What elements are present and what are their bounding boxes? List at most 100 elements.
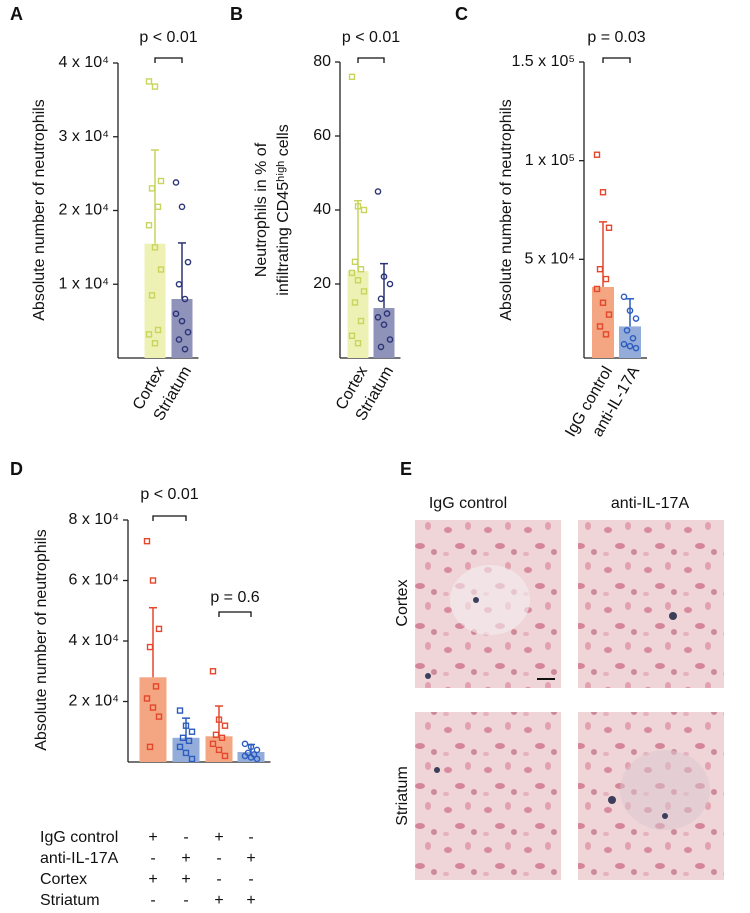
p-value: p < 0.01	[342, 29, 400, 46]
data-point	[154, 203, 162, 211]
significance-bracket	[602, 57, 631, 63]
data-point	[593, 151, 601, 158]
data-point	[599, 299, 607, 306]
stained-cell	[669, 612, 677, 620]
data-point	[175, 280, 183, 288]
y-axis-label: infiltrating CD45ʰⁱᵍʰ cells	[275, 124, 292, 295]
data-point	[143, 695, 151, 702]
data-point	[145, 331, 153, 338]
data-point	[145, 78, 153, 85]
y-axis-label: Absolute number of neutrophils	[33, 529, 50, 750]
stained-cell	[425, 673, 431, 679]
tissue-region	[450, 565, 530, 635]
data-point	[386, 280, 394, 288]
data-point	[247, 754, 255, 761]
data-point	[212, 731, 220, 738]
design-mark: +	[148, 829, 157, 846]
bar	[592, 286, 614, 358]
design-mark: -	[150, 892, 155, 909]
data-point	[149, 704, 157, 711]
stained-cell	[473, 597, 479, 603]
stained-cell	[662, 813, 668, 819]
data-point	[184, 328, 192, 336]
design-mark: -	[216, 850, 221, 867]
data-point	[157, 177, 165, 185]
y-tick-label: 1 x 10⁴	[59, 275, 110, 292]
significance-bracket	[152, 515, 187, 521]
y-axis-label: Absolute number of neutrophils	[31, 99, 48, 320]
data-point	[218, 734, 226, 741]
design-label: Striatum	[40, 892, 100, 909]
data-point	[593, 285, 601, 293]
data-point	[620, 293, 628, 301]
design-mark: +	[214, 892, 223, 909]
design-mark: +	[246, 892, 255, 909]
data-point	[629, 334, 637, 342]
data-point	[354, 203, 362, 210]
data-point	[360, 206, 368, 214]
data-point	[176, 743, 184, 751]
y-axis-label: Neutrophils in % of	[253, 142, 270, 277]
data-point	[374, 313, 382, 321]
data-point	[351, 299, 359, 306]
data-point	[623, 327, 631, 334]
design-label: anti-IL-17A	[40, 850, 119, 867]
data-point	[374, 188, 382, 195]
panel-letter: C	[455, 4, 468, 24]
panel-letter: A	[10, 4, 23, 24]
data-point	[386, 336, 394, 343]
data-point	[348, 269, 356, 277]
column-header: IgG control	[429, 495, 507, 512]
data-point	[178, 317, 186, 325]
design-mark: -	[183, 892, 188, 909]
significance-bracket	[218, 611, 252, 617]
y-tick-label: 1.5 x 10⁵	[511, 53, 575, 70]
data-point	[148, 292, 156, 299]
data-point	[360, 288, 368, 295]
y-tick-label: 4 x 10⁴	[69, 632, 120, 649]
data-point	[632, 344, 640, 352]
design-mark: +	[181, 871, 190, 888]
data-point	[354, 340, 362, 347]
data-point	[151, 340, 159, 347]
data-point	[184, 258, 192, 266]
data-point	[182, 722, 190, 729]
data-point	[188, 728, 196, 735]
data-point	[380, 273, 388, 280]
data-point	[348, 332, 356, 339]
significance-bracket	[154, 57, 183, 63]
data-point	[209, 668, 217, 675]
design-mark: +	[148, 871, 157, 888]
data-point	[175, 336, 183, 343]
tissue-region	[620, 750, 710, 830]
data-point	[155, 625, 163, 633]
data-point	[181, 295, 189, 303]
data-point	[151, 83, 159, 90]
y-tick-label: 8 x 10⁴	[69, 511, 120, 528]
y-tick-label: 60	[313, 127, 331, 144]
panel-letter: E	[400, 459, 412, 479]
data-point	[221, 752, 229, 760]
column-header: anti-IL-17A	[611, 495, 690, 512]
y-tick-label: 3 x 10⁴	[59, 128, 110, 145]
data-point	[377, 343, 385, 351]
y-tick-label: 20	[313, 275, 331, 292]
data-point	[215, 746, 223, 754]
stained-cell	[608, 796, 616, 804]
data-point	[185, 737, 193, 745]
data-point	[149, 577, 157, 584]
data-point	[383, 310, 391, 317]
data-point	[377, 295, 385, 303]
data-point	[605, 224, 613, 231]
data-point	[172, 310, 180, 318]
y-tick-label: 2 x 10⁴	[59, 202, 110, 219]
image-panel: E IgG control anti-IL-17A Cortex Striatu…	[394, 459, 724, 880]
y-tick-label: 2 x 10⁴	[69, 693, 120, 710]
data-point	[145, 222, 153, 229]
bar	[347, 271, 369, 358]
y-tick-label: 4 x 10⁴	[59, 54, 110, 71]
data-point	[632, 315, 640, 322]
data-point	[179, 734, 187, 741]
data-point	[146, 643, 154, 651]
